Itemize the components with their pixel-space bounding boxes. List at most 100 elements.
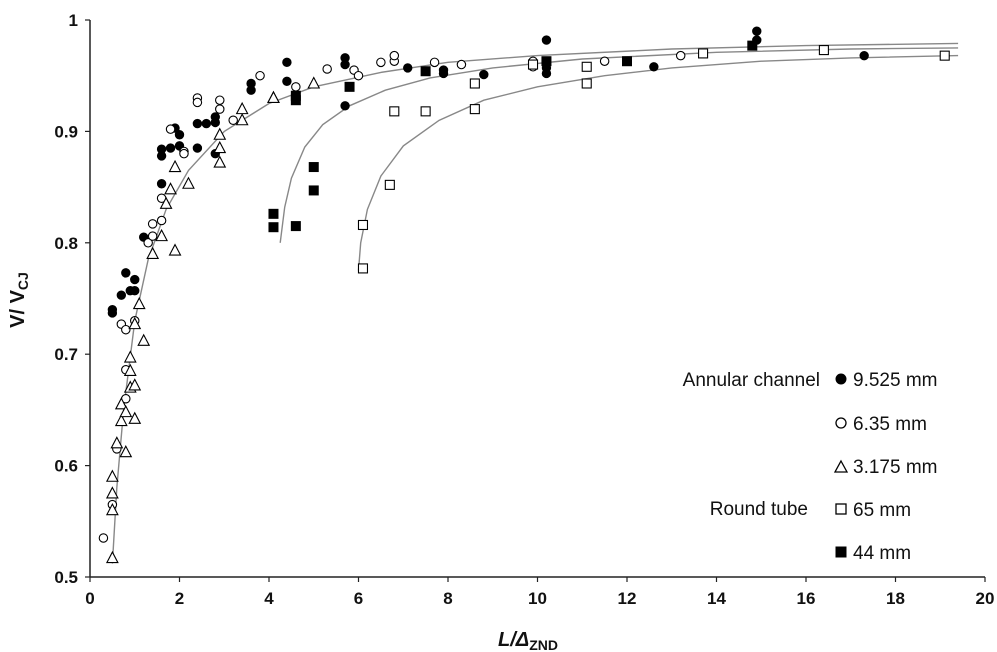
data-point	[192, 143, 203, 153]
legend-label-6-35-mm: 6.35 mm	[853, 414, 927, 435]
data-point	[469, 78, 480, 89]
y-tick-label: 0.8	[54, 234, 78, 253]
series-3-175-mm	[105, 76, 321, 564]
x-ticks: 0 2 4 6 8 10 12 14 16 18 20	[85, 577, 994, 608]
data-point	[308, 162, 319, 173]
data-point	[156, 151, 167, 161]
y-tick-label: 0.5	[54, 568, 78, 587]
data-point	[353, 70, 364, 81]
data-point	[429, 57, 440, 68]
data-point	[130, 286, 140, 296]
y-tick-label: 1	[69, 11, 78, 30]
legend-label-3-175-mm: 3.175 mm	[853, 457, 937, 478]
data-point	[469, 104, 480, 115]
data-points	[98, 26, 950, 564]
data-point	[213, 155, 227, 168]
data-point	[622, 56, 632, 67]
data-point	[357, 219, 369, 231]
data-point	[357, 263, 369, 274]
data-point	[201, 118, 212, 129]
data-point	[146, 246, 160, 259]
legend-label-65-mm: 65 mm	[853, 500, 911, 521]
data-point	[599, 56, 610, 66]
data-point	[291, 82, 301, 92]
data-point	[168, 243, 182, 256]
x-tick-label: 10	[528, 589, 547, 608]
data-point	[541, 56, 552, 67]
data-point	[389, 50, 400, 61]
trend-curve-2	[279, 47, 959, 243]
data-point	[859, 50, 869, 61]
data-point	[210, 112, 221, 122]
data-point	[156, 215, 167, 226]
data-point	[268, 222, 279, 233]
legend-label-9-525-mm: 9.525 mm	[853, 370, 937, 391]
legend-group-annular-channel: Annular channel	[683, 370, 820, 391]
data-point	[121, 268, 131, 278]
data-point	[98, 533, 109, 543]
data-point	[174, 130, 185, 140]
data-point	[235, 113, 249, 126]
data-point	[581, 61, 592, 72]
trend-curve-3	[357, 54, 959, 271]
data-point	[340, 59, 350, 70]
x-tick-label: 8	[443, 589, 452, 608]
x-axis-title: L/ΔZND	[498, 629, 558, 652]
y-axis-title: V/ VCJ	[7, 272, 31, 328]
x-tick-label: 6	[354, 589, 363, 608]
data-point	[105, 486, 119, 499]
data-point	[164, 182, 177, 195]
data-point	[939, 50, 950, 61]
data-point	[290, 95, 301, 106]
legend-marker-6-35-mm	[835, 417, 847, 429]
y-tick-label: 0.6	[54, 457, 78, 476]
x-tick-label: 2	[175, 589, 184, 608]
series-44-mm	[268, 40, 758, 233]
data-point	[165, 143, 176, 153]
series-9-525-mm	[107, 26, 869, 318]
data-point	[168, 159, 182, 173]
data-point	[128, 411, 142, 424]
data-point	[675, 50, 686, 61]
data-point	[267, 90, 280, 104]
x-tick-label: 4	[264, 589, 274, 608]
data-point	[438, 68, 449, 79]
data-point	[182, 176, 195, 189]
data-point	[107, 308, 118, 318]
data-point	[130, 274, 140, 285]
data-point	[420, 66, 431, 77]
y-tick-label: 0.9	[54, 122, 78, 141]
data-point	[541, 68, 552, 79]
data-point	[403, 63, 413, 73]
data-point	[121, 324, 131, 335]
data-point	[340, 101, 350, 111]
data-point	[192, 118, 203, 129]
data-point	[165, 124, 176, 134]
data-point	[376, 57, 386, 68]
legend: Annular channel 9.525 mm 6.35 mm 3.175 m…	[683, 370, 938, 564]
x-tick-label: 18	[886, 589, 905, 608]
series-6-35-mm	[98, 50, 686, 543]
data-point	[128, 316, 142, 330]
data-point	[389, 106, 400, 117]
legend-marker-9-525-mm	[835, 373, 847, 385]
data-point	[192, 97, 203, 108]
data-point	[179, 148, 189, 159]
data-point	[147, 231, 158, 241]
data-point	[290, 221, 301, 232]
data-point	[105, 550, 119, 564]
data-point	[282, 57, 292, 68]
y-ticks: 0.5 0.6 0.7 0.8 0.9 1	[54, 11, 90, 587]
x-tick-label: 12	[618, 589, 637, 608]
data-point	[114, 397, 128, 410]
data-point	[456, 59, 467, 70]
data-point	[255, 70, 265, 81]
data-point	[114, 413, 128, 427]
data-point	[649, 62, 659, 72]
data-point	[420, 106, 431, 117]
data-point	[110, 436, 124, 449]
series-65-mm	[357, 45, 950, 274]
data-point	[344, 81, 355, 92]
data-point	[137, 333, 151, 346]
